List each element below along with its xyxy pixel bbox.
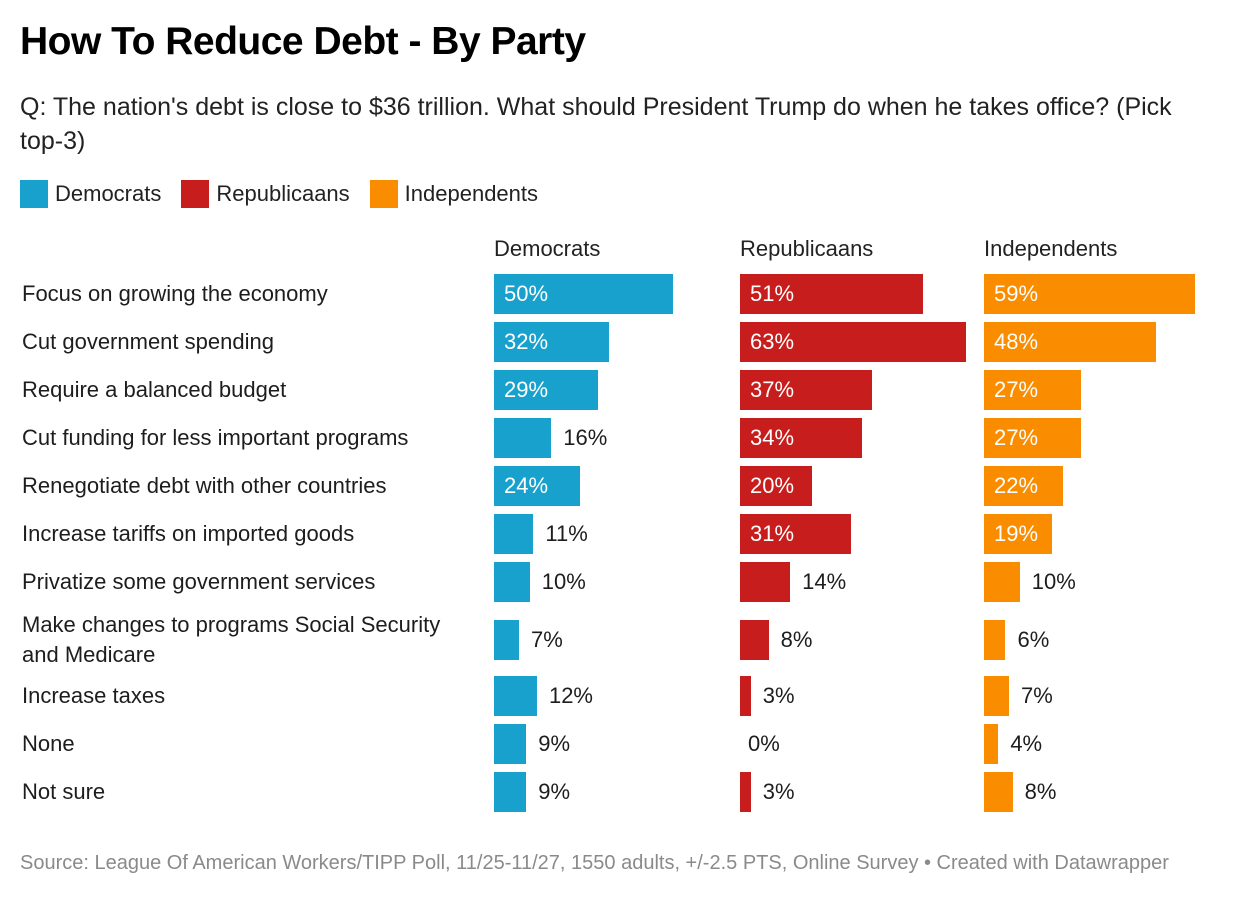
legend-item-democrats: Democrats xyxy=(20,180,161,208)
value-label: 8% xyxy=(780,627,813,652)
value-label: 34% xyxy=(750,425,795,450)
bar-independents xyxy=(984,724,999,764)
value-label: 32% xyxy=(504,329,549,354)
value-label: 31% xyxy=(750,521,795,546)
bar-republicaans xyxy=(740,466,812,506)
legend-label-democrats: Democrats xyxy=(55,181,162,206)
value-label: 51% xyxy=(750,281,795,306)
value-label: 48% xyxy=(994,329,1039,354)
value-label: 11% xyxy=(545,521,588,546)
bar-democrats xyxy=(494,562,530,602)
value-label: 22% xyxy=(994,473,1039,498)
value-label: 9% xyxy=(538,779,571,804)
value-label: 8% xyxy=(1024,779,1057,804)
legend: Democrats Republicaans Independents xyxy=(20,180,558,208)
value-label: 24% xyxy=(504,473,549,498)
value-label: 14% xyxy=(802,569,847,594)
row-label: Make changes to programs Social Security… xyxy=(22,612,441,667)
column-header-republicaans: Republicaans xyxy=(740,236,874,261)
value-label: 6% xyxy=(1017,627,1050,652)
bar-independents xyxy=(984,370,1081,410)
bar-independents xyxy=(984,620,1006,660)
bar-independents xyxy=(984,676,1010,716)
bar-democrats xyxy=(494,322,609,362)
row-label: Privatize some government services xyxy=(22,569,376,594)
value-label: 3% xyxy=(762,683,795,708)
legend-swatch-democrats xyxy=(20,180,48,208)
legend-label-independents: Independents xyxy=(404,181,539,206)
legend-item-republicans: Republicaans xyxy=(181,180,350,208)
bar-republicaans xyxy=(740,562,791,602)
bar-independents xyxy=(984,418,1081,458)
bar-independents xyxy=(984,466,1063,506)
row-label: Cut government spending xyxy=(22,329,274,354)
bar-independents xyxy=(984,562,1020,602)
value-label: 10% xyxy=(541,569,586,594)
value-label: 12% xyxy=(548,683,593,708)
bar-democrats xyxy=(494,724,527,764)
bar-republicaans xyxy=(740,274,923,314)
value-label: 27% xyxy=(994,377,1039,402)
bar-republicaans xyxy=(740,322,966,362)
chart-title: How To Reduce Debt - By Party xyxy=(20,20,586,63)
bar-republicaans xyxy=(740,370,873,410)
value-label: 7% xyxy=(1021,683,1053,708)
value-label: 9% xyxy=(538,731,571,756)
bar-democrats xyxy=(494,418,552,458)
value-label: 20% xyxy=(750,473,795,498)
bar-democrats xyxy=(494,514,534,554)
value-label: 29% xyxy=(504,377,549,402)
bar-democrats xyxy=(494,620,520,660)
chart-subtitle: Q: The nation's debt is close to $36 tri… xyxy=(20,93,1172,155)
row-label: Renegotiate debt with other countries xyxy=(22,473,387,498)
value-label: 7% xyxy=(531,627,563,652)
column-header-democrats: Democrats xyxy=(494,236,601,261)
value-label: 37% xyxy=(750,377,795,402)
value-label: 0% xyxy=(748,731,780,756)
bar-democrats xyxy=(494,466,580,506)
row-label: Cut funding for less important programs xyxy=(22,425,409,450)
value-label: 3% xyxy=(762,779,795,804)
bar-independents xyxy=(984,772,1013,812)
bar-independents xyxy=(984,514,1053,554)
bar-republicaans xyxy=(740,676,751,716)
value-label: 4% xyxy=(1010,731,1043,756)
value-label: 19% xyxy=(994,521,1039,546)
row-label: None xyxy=(22,731,75,756)
bar-democrats xyxy=(494,274,673,314)
row-label: Increase taxes xyxy=(22,683,166,708)
legend-item-independents: Independents xyxy=(369,180,539,208)
value-label: 27% xyxy=(994,425,1039,450)
value-label: 50% xyxy=(504,281,549,306)
bar-independents xyxy=(984,322,1156,362)
bar-democrats xyxy=(494,676,537,716)
row-label: Not sure xyxy=(22,779,106,804)
legend-swatch-republicans xyxy=(181,180,210,208)
row-label: Increase tariffs on imported goods xyxy=(22,521,355,546)
value-label: 63% xyxy=(750,329,795,354)
legend-label-republicans: Republicaans xyxy=(216,181,350,206)
bar-republicaans xyxy=(740,514,851,554)
legend-swatch-independents xyxy=(369,180,398,208)
bar-republicaans xyxy=(740,772,751,812)
value-label: 16% xyxy=(563,425,608,450)
value-label: 10% xyxy=(1031,569,1076,594)
column-header-independents: Independents xyxy=(984,236,1118,261)
bar-democrats xyxy=(494,772,527,812)
bar-independents xyxy=(984,274,1196,314)
row-label: Focus on growing the economy xyxy=(22,281,328,306)
value-label: 59% xyxy=(994,281,1039,306)
bar-republicaans xyxy=(740,620,769,660)
bar-democrats xyxy=(494,370,598,410)
source-note: Source: League Of American Workers/TIPP … xyxy=(20,852,1169,874)
bar-republicaans xyxy=(740,418,862,458)
row-label: Require a balanced budget xyxy=(22,377,287,402)
